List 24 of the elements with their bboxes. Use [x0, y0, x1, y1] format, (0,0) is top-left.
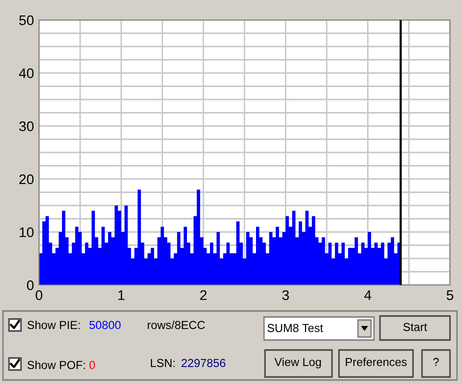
y-tick-label: 40	[19, 68, 34, 78]
text: Show PIE:	[28, 320, 80, 330]
text: Show POF:	[28, 360, 85, 370]
x-tick-label: 5	[446, 290, 454, 300]
text: ?	[433, 358, 439, 366]
y-tick-label: 50	[19, 15, 34, 26]
text: View Log	[274, 358, 321, 368]
text: 50800	[89, 320, 121, 330]
x-tick-label: 2	[200, 290, 207, 300]
x-tick-label: 1	[118, 290, 124, 300]
x-tick-label: 4	[364, 290, 372, 300]
text: LSN:	[150, 358, 175, 368]
text: Preferences	[346, 358, 407, 366]
y-tick-label: 20	[19, 174, 34, 184]
text: 2297856	[182, 358, 226, 368]
y-tick-label: 10	[20, 227, 34, 238]
text: 0	[89, 360, 95, 370]
text: SUM8 Test	[268, 324, 324, 332]
text: rows/8ECC	[148, 320, 205, 330]
x-tick-label: 0	[36, 290, 42, 300]
y-tick-label: 0	[26, 280, 34, 290]
x-tick-label: 3	[282, 290, 289, 300]
text: Start	[403, 322, 428, 332]
y-tick-label: 30	[19, 121, 34, 132]
